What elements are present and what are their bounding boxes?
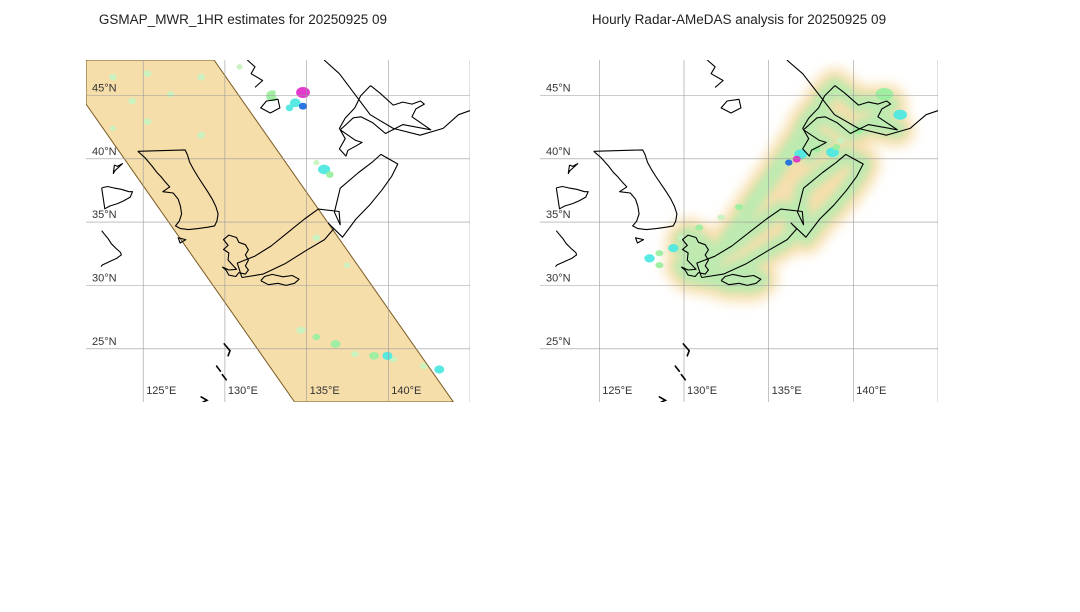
svg-text:40°N: 40°N [546, 146, 571, 158]
svg-text:25°N: 25°N [546, 336, 571, 348]
svg-text:25°N: 25°N [92, 336, 117, 348]
svg-text:140°E: 140°E [391, 385, 421, 397]
svg-text:125°E: 125°E [602, 385, 632, 397]
svg-text:35°N: 35°N [546, 209, 571, 221]
svg-text:45°N: 45°N [92, 83, 117, 95]
svg-text:135°E: 135°E [772, 385, 802, 397]
svg-text:30°N: 30°N [546, 273, 571, 285]
svg-text:30°N: 30°N [92, 273, 117, 285]
svg-text:130°E: 130°E [687, 385, 717, 397]
svg-text:135°E: 135°E [310, 385, 340, 397]
svg-text:140°E: 140°E [856, 385, 886, 397]
svg-text:125°E: 125°E [146, 385, 176, 397]
svg-text:40°N: 40°N [92, 146, 117, 158]
svg-text:130°E: 130°E [228, 385, 258, 397]
svg-text:35°N: 35°N [92, 209, 117, 221]
svg-text:45°N: 45°N [546, 83, 571, 95]
